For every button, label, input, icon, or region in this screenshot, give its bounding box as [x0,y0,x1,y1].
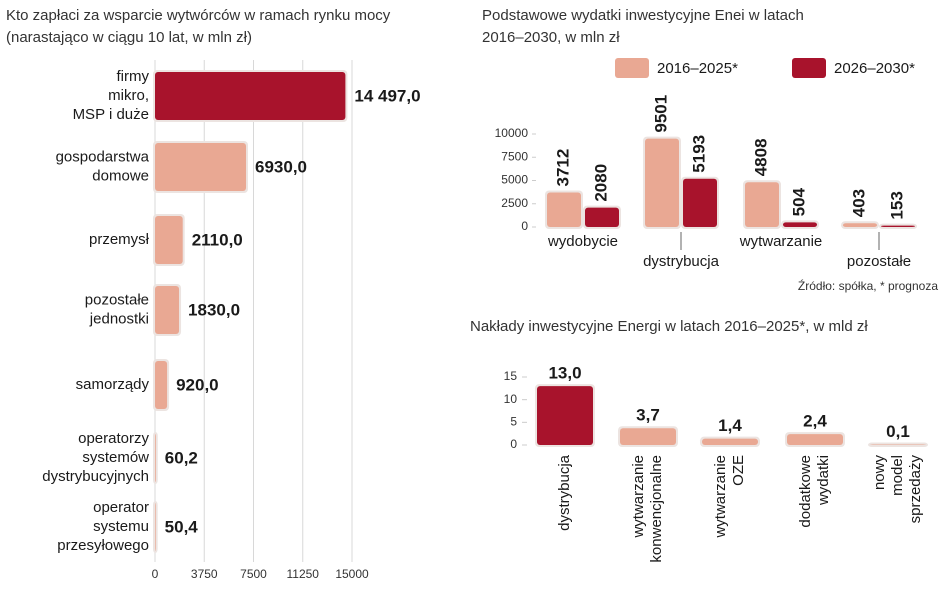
value-label: 14 497,0 [354,86,420,105]
y-tick-label: 5000 [501,173,528,187]
value-label: 920,0 [176,375,219,394]
category-label: operator [93,499,149,516]
chart-subtitle: (narastająco w ciągu 10 lat, w mln zł) [6,29,252,46]
value-label: 50,4 [165,517,199,536]
value-label: 2080 [591,164,610,202]
y-tick-label: 5 [510,415,517,429]
category-label: pozostałe [85,291,149,308]
value-label: 1830,0 [188,300,240,319]
category-label: przesyłowego [57,537,149,554]
bar [155,361,168,409]
legend-label: 2016–2025* [657,60,738,77]
bar [683,178,717,227]
y-tick-label: 2500 [501,196,528,210]
y-tick-label: 0 [510,437,517,451]
category-label: dystrybucja [643,253,720,270]
value-label: 4808 [751,138,770,176]
bar [843,223,877,227]
chart-title: Podstawowe wydatki inwestycyjne Enei w l… [482,7,804,24]
value-label: 5193 [689,135,708,173]
x-tick-label: 7500 [240,567,267,581]
x-tick-label: 0 [152,567,159,581]
category-label: operatorzy [78,430,149,447]
bar [787,434,843,445]
category-label: wydatki [815,455,832,506]
bar [645,138,679,227]
bar [547,192,581,227]
y-tick-label: 10000 [495,126,529,140]
value-label: 2,4 [803,412,827,431]
bar [155,216,183,264]
category-label: dodatkowe [797,455,814,528]
x-tick-label: 11250 [287,567,320,581]
value-label: 403 [849,189,868,217]
bar [620,428,676,445]
bar [783,222,817,227]
value-label: 13,0 [548,364,581,383]
value-label: 3,7 [636,406,660,425]
value-label: 504 [789,187,808,216]
category-label: dystrybucyjnych [42,468,149,485]
bar [155,503,156,551]
chart-title: 2016–2030, w mln zł [482,29,620,46]
bar [155,72,346,120]
category-label: przemysł [89,231,150,248]
y-tick-label: 0 [521,219,528,233]
category-label: systemu [93,518,149,535]
category-label: systemów [82,449,149,466]
category-label: dystrybucja [556,454,573,531]
y-tick-label: 10 [504,392,518,406]
value-label: 3712 [553,149,572,187]
category-label: model [889,455,906,496]
source-note: Źródło: spółka, * prognoza [798,278,938,293]
value-label: 1,4 [718,416,742,435]
x-tick-label: 15000 [335,567,369,581]
category-label: wytwarzanie [630,455,647,539]
category-label: wytwarzanie [712,455,729,539]
y-tick-label: 15 [504,369,518,383]
legend-swatch [615,58,649,78]
category-label: gospodarstwa [56,148,150,165]
value-label: 0,1 [886,422,910,441]
category-label: jednostki [89,310,149,327]
chart-title: Kto zapłaci za wsparcie wytwórców w rama… [6,7,391,24]
bar [585,207,619,227]
legend-label: 2026–2030* [834,60,915,77]
bar [702,438,758,445]
value-label: 9501 [651,95,670,133]
y-tick-label: 7500 [501,149,528,163]
value-label: 6930,0 [255,157,307,176]
bar [155,286,180,334]
value-label: 2110,0 [192,230,243,249]
category-label: nowy [871,455,888,491]
bar [155,434,156,482]
category-label: konwencjonalne [648,455,665,563]
value-label: 153 [887,191,906,219]
category-label: samorządy [76,376,150,393]
value-label: 60,2 [165,448,198,467]
category-label: OZE [730,455,747,486]
chart-title: Nakłady inwestycyjne Energi w latach 201… [470,318,868,335]
x-tick-label: 3750 [191,567,218,581]
category-label: wydobycie [547,233,618,250]
bar [537,386,593,445]
bar [155,143,247,191]
category-label: pozostałe [847,253,911,270]
bar [745,182,779,227]
category-label: MSP i duże [73,106,149,123]
legend-swatch [792,58,826,78]
category-label: wytwarzanie [739,233,823,250]
category-label: domowe [92,167,149,184]
category-label: sprzedaży [907,455,924,524]
category-label: mikro, [108,87,149,104]
bar [881,225,915,227]
category-label: firmy [117,68,150,85]
